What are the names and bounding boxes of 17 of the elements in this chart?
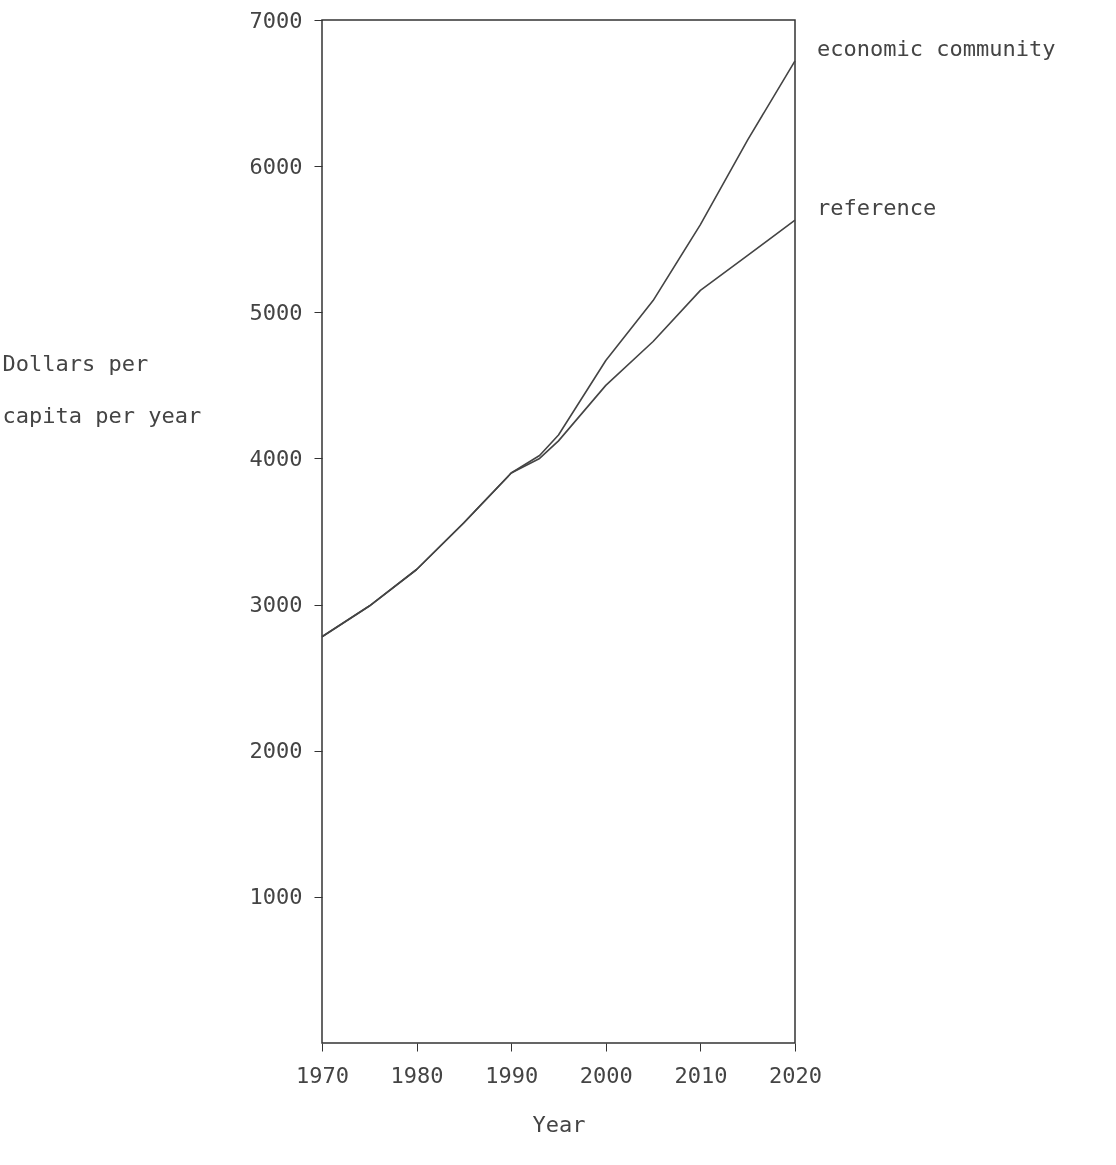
x-tick-label: 2010 bbox=[674, 1062, 728, 1088]
x-tick-label: 2000 bbox=[579, 1062, 633, 1088]
series-label: economic community bbox=[817, 35, 1056, 61]
y-tick-label: 3000 bbox=[249, 592, 303, 618]
y-tick-label: 1000 bbox=[249, 884, 303, 910]
series-label: reference bbox=[817, 195, 937, 221]
x-tick-label: 2020 bbox=[769, 1062, 822, 1088]
text: Dollars per capita per year bbox=[2, 350, 202, 428]
y-tick-label: 2000 bbox=[249, 738, 303, 764]
x-tick-label: 1970 bbox=[296, 1062, 349, 1088]
y-tick-label: 7000 bbox=[249, 7, 303, 33]
y-tick-label: 4000 bbox=[249, 445, 303, 471]
x-axis-title: Year bbox=[532, 1111, 586, 1137]
x-tick-label: 1990 bbox=[485, 1062, 539, 1088]
y-tick-label: 6000 bbox=[249, 153, 303, 179]
x-tick-label: 1980 bbox=[390, 1062, 444, 1088]
y-tick-label: 5000 bbox=[249, 299, 303, 325]
